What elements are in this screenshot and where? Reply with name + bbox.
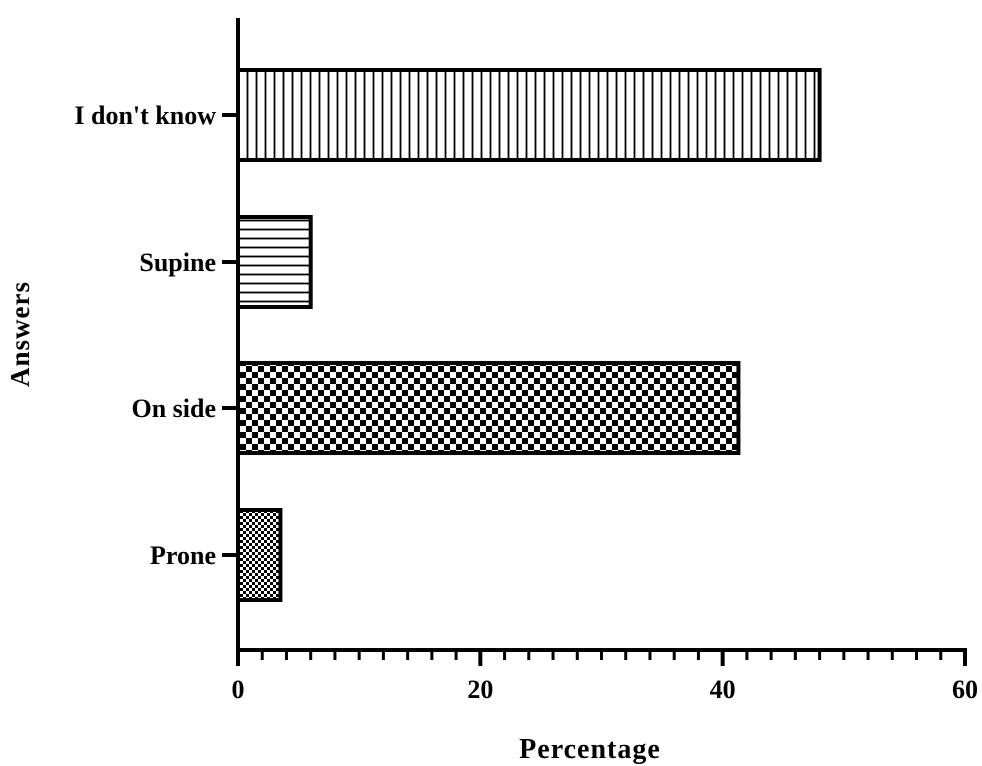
- x-tick-label-20: 20: [467, 675, 493, 704]
- bars-layer: [236, 68, 822, 602]
- y-tick-label-supine: Supine: [139, 248, 216, 277]
- x-tick-label-40: 40: [710, 675, 736, 704]
- bar-prone: [236, 508, 283, 602]
- bar-on-side: [236, 361, 741, 455]
- y-tick-label-on-side: On side: [131, 394, 216, 423]
- x-tick-label-60: 60: [952, 675, 978, 704]
- y-tick-label-i-don-t-know: I don't know: [74, 101, 216, 130]
- x-tick-label-0: 0: [232, 675, 245, 704]
- bar-supine: [236, 215, 313, 309]
- y-tick-label-prone: Prone: [150, 541, 216, 570]
- bar-i-don-t-know: [236, 68, 822, 162]
- y-axis-title: Answers: [5, 281, 35, 387]
- x-axis-title: Percentage: [519, 734, 661, 765]
- axes-layer: I don't know Supine On side Prone 0 20 40 60: [74, 18, 978, 704]
